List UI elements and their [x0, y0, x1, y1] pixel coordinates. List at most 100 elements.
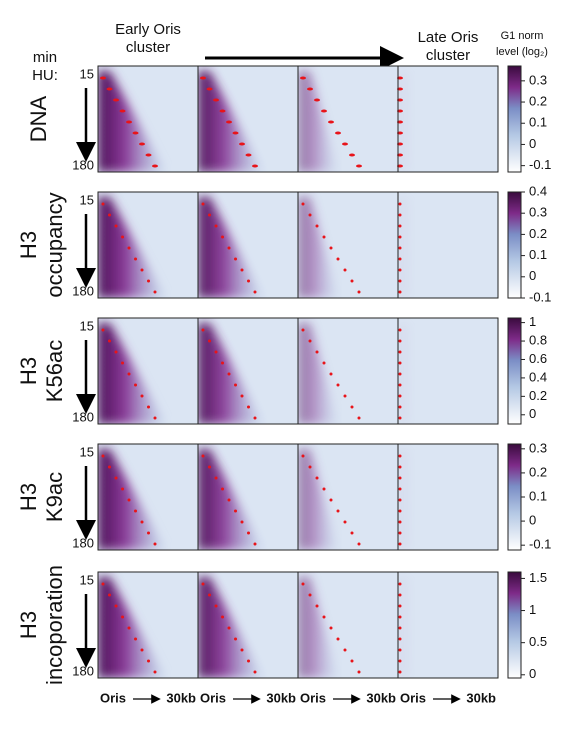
ori-dot — [398, 637, 402, 641]
ori-dot — [206, 87, 213, 91]
ori-dot — [398, 268, 402, 272]
ori-dot — [234, 637, 237, 641]
colorbar-tick-label: 0 — [529, 268, 536, 283]
heatmap-panel — [297, 317, 399, 425]
ori-dot — [398, 246, 402, 250]
ori-dot — [114, 350, 118, 354]
colorbar-tick-label: 0.3 — [529, 205, 547, 220]
ori-dot — [329, 246, 333, 250]
row-label: occupancy — [42, 192, 67, 297]
heatmap-panel — [397, 65, 499, 173]
ori-dot — [253, 670, 257, 674]
ori-dot — [301, 202, 305, 206]
ori-dot — [234, 383, 237, 387]
colorbar-tick-label: 0.1 — [529, 488, 547, 503]
ori-dot — [101, 582, 105, 586]
ori-dot — [208, 213, 211, 217]
heatmap-panel — [197, 191, 299, 299]
ori-dot — [247, 659, 250, 663]
ori-dot — [357, 670, 361, 674]
ori-dot — [350, 279, 354, 283]
time-label: 15 — [80, 66, 94, 81]
x-label: 30kb — [466, 690, 496, 705]
time-label: 15 — [80, 572, 94, 587]
ori-dot — [214, 476, 218, 480]
ori-dot — [398, 372, 402, 376]
colorbar-tick-label: 1 — [529, 602, 536, 617]
ori-dot — [247, 531, 250, 535]
ori-dot — [356, 164, 362, 168]
ori-dot — [343, 394, 347, 398]
panel-border — [397, 191, 499, 299]
ori-dot — [342, 142, 348, 146]
ori-dot — [307, 87, 313, 91]
min-label: min — [33, 49, 57, 66]
ori-dot — [398, 604, 402, 608]
colorbar-tick-label: 0.2 — [529, 93, 547, 108]
ori-dot — [134, 509, 137, 513]
heatmap-panel — [97, 571, 199, 679]
ori-dot — [227, 372, 231, 376]
heatmap-signal — [298, 197, 338, 298]
ori-dot — [398, 615, 402, 619]
ori-dot — [398, 416, 402, 420]
heatmap-panel — [397, 571, 499, 679]
ori-dot — [234, 257, 237, 261]
heatmap-signal — [98, 323, 165, 424]
ori-dot — [300, 76, 306, 80]
heatmap-bg — [398, 444, 498, 550]
ori-dot — [350, 659, 354, 663]
ori-dot — [227, 498, 231, 502]
colorbar-title: G1 norm — [501, 30, 544, 42]
ori-dot — [153, 416, 157, 420]
ori-dot — [234, 509, 237, 513]
ori-dot — [153, 670, 157, 674]
ori-dot — [227, 246, 231, 250]
ori-dot — [301, 454, 305, 458]
ori-dot — [301, 582, 305, 586]
row-label: H3 — [16, 231, 41, 259]
ori-dot — [213, 98, 219, 102]
ori-dot — [357, 290, 361, 294]
x-label: Oris — [100, 690, 126, 705]
colorbar-tick-label: 0.2 — [529, 226, 547, 241]
ori-dot — [343, 520, 347, 524]
ori-dot — [336, 509, 340, 513]
heatmap-panel — [97, 65, 199, 173]
ori-dot — [240, 648, 244, 652]
row-label: H3 — [16, 357, 41, 385]
ori-dot — [398, 593, 402, 597]
colorbar-tick-label: -0.1 — [529, 289, 551, 304]
ori-dot — [121, 487, 124, 491]
x-label: 30kb — [266, 690, 296, 705]
ori-dot — [153, 542, 157, 546]
heatmap-signal — [398, 577, 413, 678]
ori-dot — [226, 120, 232, 124]
heatmap-panel — [397, 191, 499, 299]
ori-dot — [398, 476, 402, 480]
heatmap-panel — [297, 65, 399, 173]
ori-dot — [329, 498, 333, 502]
ori-dot — [336, 383, 340, 387]
ori-dot — [240, 520, 244, 524]
ori-dot — [152, 164, 158, 168]
x-label: 30kb — [366, 690, 396, 705]
ori-dot — [398, 670, 402, 674]
ori-dot — [335, 131, 341, 135]
heatmap-signal — [398, 71, 413, 172]
ori-dot — [343, 648, 347, 652]
ori-dot — [398, 582, 402, 586]
colorbar-tick-label: -0.1 — [529, 157, 551, 172]
time-label: 180 — [72, 663, 94, 678]
heatmap-signal — [298, 323, 338, 424]
x-label: Oris — [400, 690, 426, 705]
ori-dot — [245, 153, 252, 157]
ori-dot — [147, 405, 150, 409]
ori-dot — [398, 659, 402, 663]
ori-dot — [127, 246, 131, 250]
ori-dot — [336, 257, 340, 261]
heatmap-signal — [98, 577, 165, 678]
colorbar-tick-label: 0 — [529, 136, 536, 151]
ori-dot — [315, 350, 319, 354]
row-label: DNA — [26, 95, 51, 142]
